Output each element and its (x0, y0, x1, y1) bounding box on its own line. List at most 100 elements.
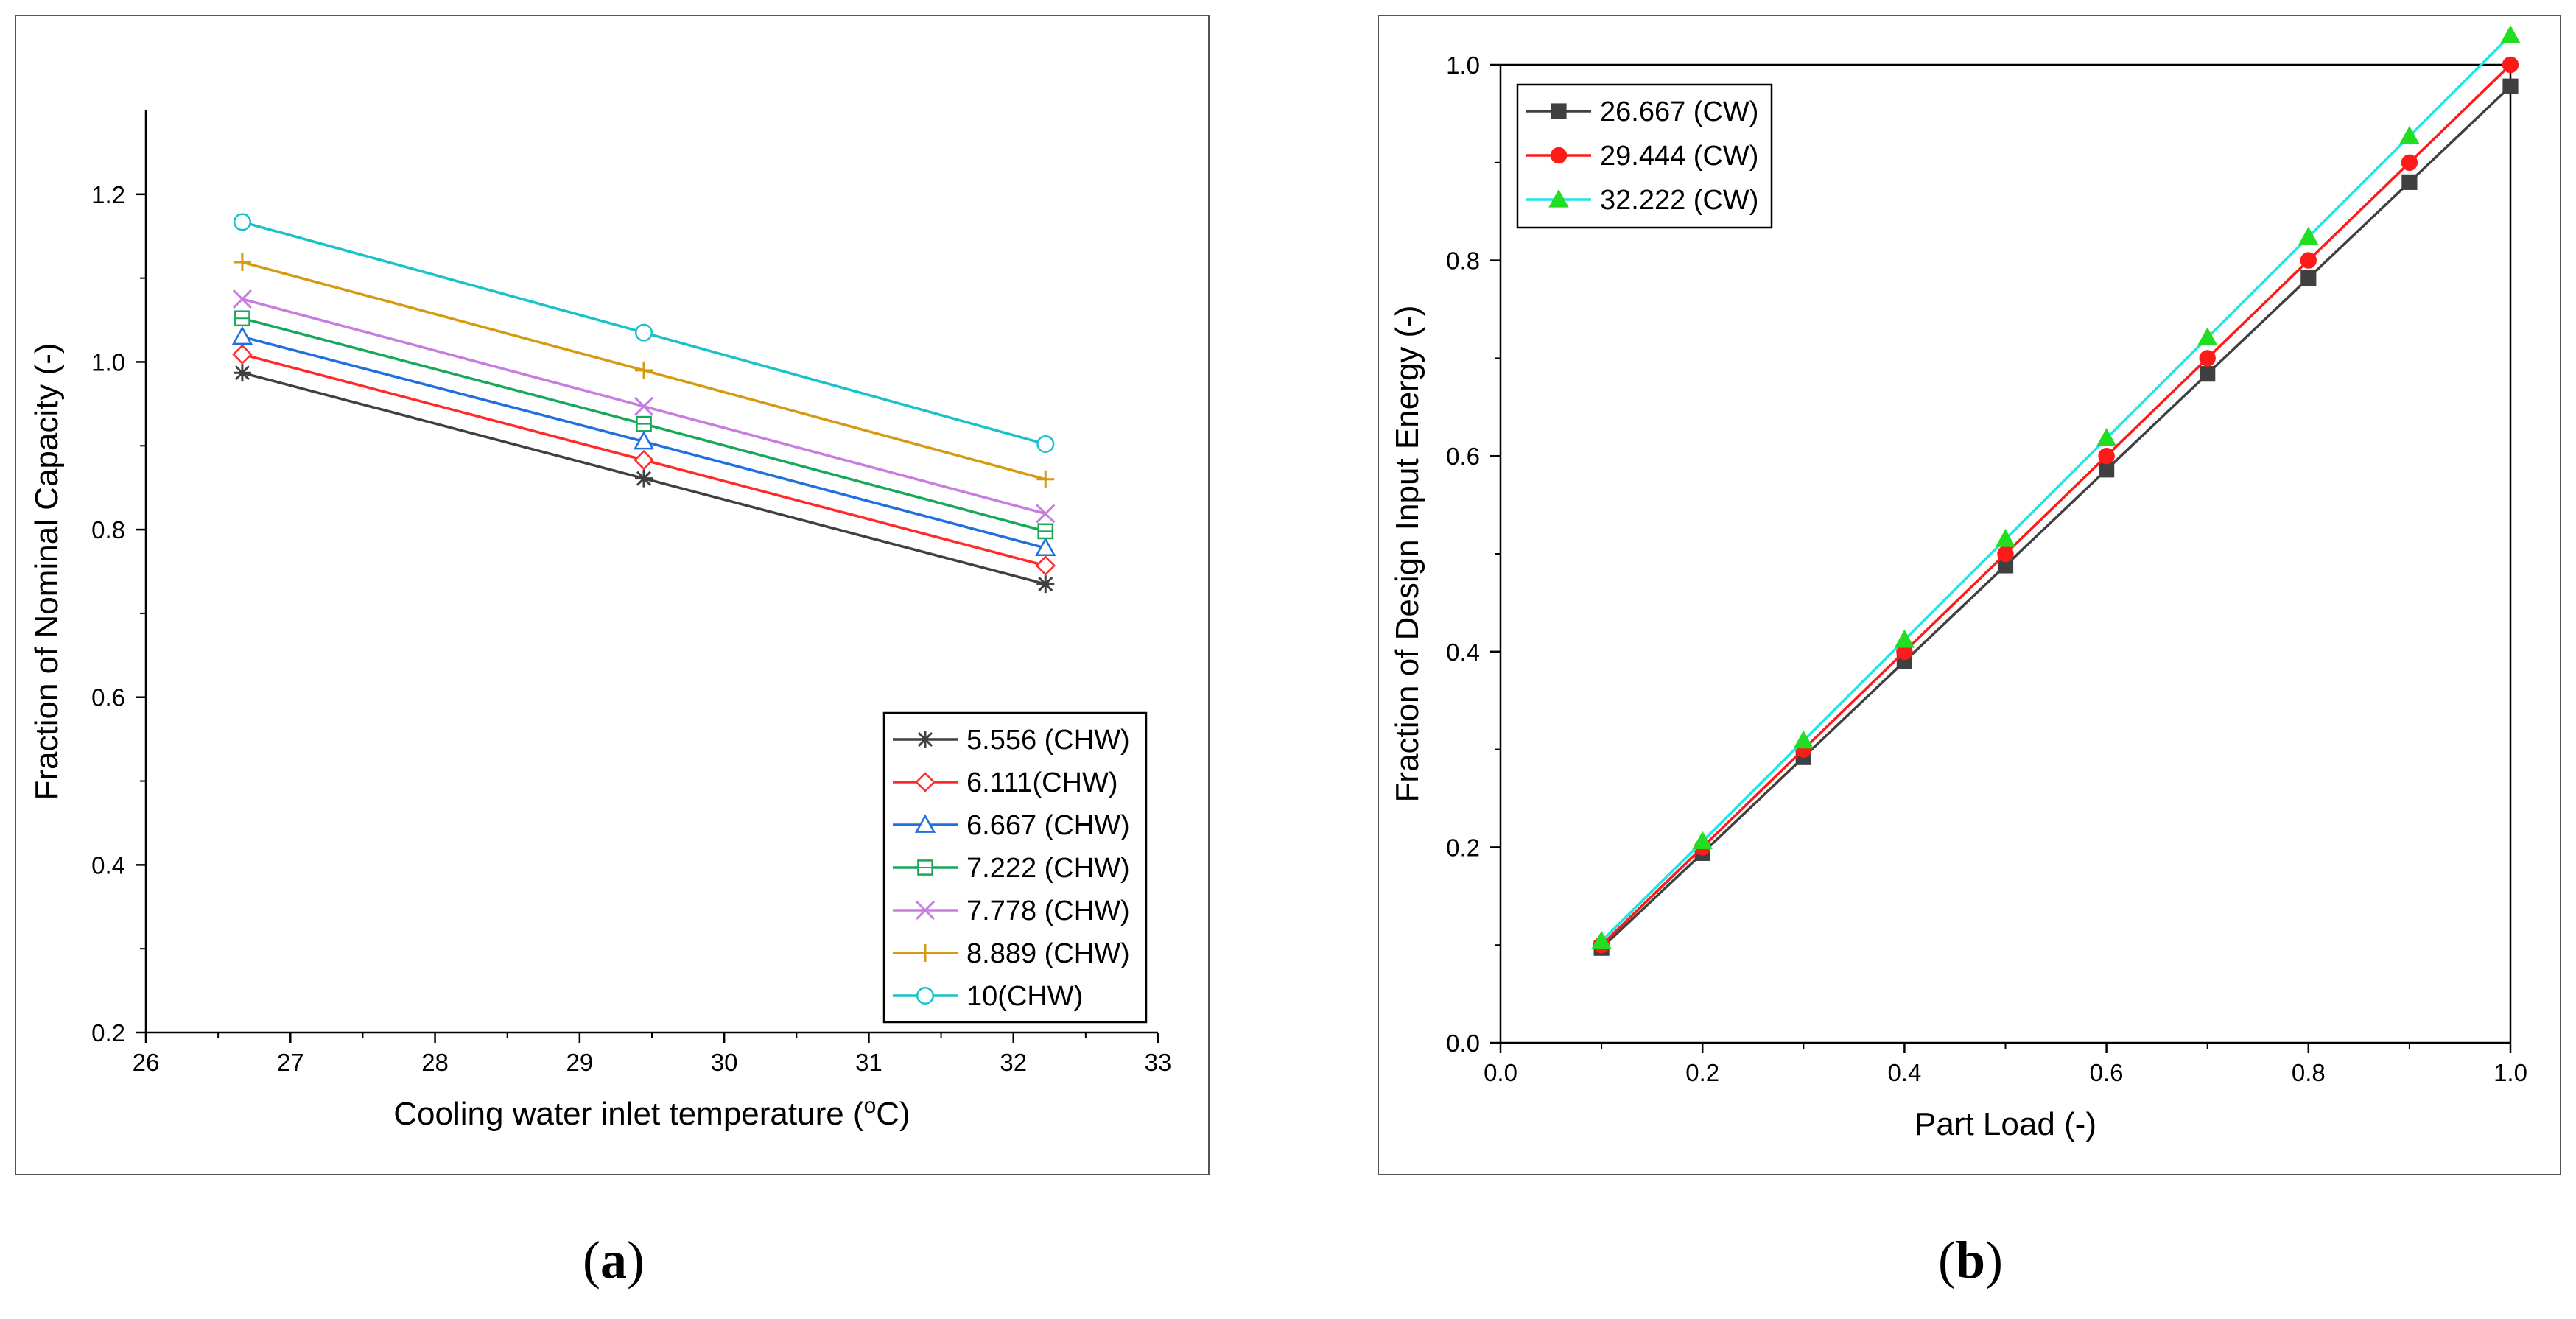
chart-a-y-tick-label: 1.2 (91, 181, 125, 208)
chart-b-legend-label-1: 29.444 (CW) (1600, 141, 1758, 172)
chart-b-legend-label-2: 32.222 (CW) (1600, 185, 1758, 216)
chart-a-x-tick-label: 27 (277, 1049, 304, 1076)
caption-a-letter: a (600, 1231, 627, 1290)
chart-b-point-s1-7 (2300, 252, 2317, 269)
chart-a-legend-label-1: 6.111(CHW) (966, 767, 1118, 798)
chart-b-point-s2-9 (2500, 25, 2521, 43)
chart-a-x-tick-label: 31 (855, 1049, 882, 1076)
chart-a-x-tick-label: 29 (566, 1049, 593, 1076)
chart-a-legend-label-5: 8.889 (CHW) (966, 938, 1130, 969)
chart-b-x-tick-label: 0.0 (1484, 1059, 1517, 1086)
chart-b-x-tick-label: 0.6 (2090, 1059, 2124, 1086)
chart-a-legend-marker-2 (914, 814, 936, 833)
chart-a-point-s5-1 (635, 361, 653, 379)
caption-a: (a) (583, 1230, 645, 1291)
caption-a-close: ) (627, 1231, 645, 1290)
chart-a-point-s5-2 (1036, 470, 1055, 488)
chart-b-y-tick-label: 0.8 (1446, 247, 1480, 275)
chart-a-y-axis-label: Fraction of Nominal Capacity (-) (29, 342, 65, 800)
chart-b-legend-marker-1 (1550, 147, 1568, 164)
chart-a-point-s4-0 (232, 289, 252, 309)
chart-b-point-s2-7 (2298, 226, 2319, 245)
chart-a-point-s1-1 (634, 449, 654, 471)
caption-b-open: ( (1937, 1231, 1956, 1290)
chart-b-y-axis-label: Fraction of Design Input Energy (-) (1389, 306, 1425, 803)
chart-b-x-axis-label: Part Load (-) (1915, 1106, 2096, 1142)
chart-a-y-tick-label: 0.2 (91, 1019, 125, 1047)
chart-b-point-s1-8 (2401, 154, 2418, 172)
chart-b-point-s2-2 (1793, 730, 1814, 749)
chart-a-legend-label-4: 7.778 (CHW) (966, 896, 1130, 926)
chart-a-legend-marker-0 (916, 731, 934, 748)
chart-a-y-tick-label: 0.4 (91, 851, 125, 879)
chart-a-legend-label-3: 7.222 (CHW) (966, 853, 1130, 884)
chart-b-legend-label-0: 26.667 (CW) (1600, 96, 1758, 127)
chart-b-point-s0-5 (2099, 462, 2115, 478)
chart-b-point-s0-7 (2300, 270, 2317, 286)
chart-b-y-tick-label: 1.0 (1446, 52, 1480, 79)
chart-a-point-s6-2 (1036, 435, 1055, 454)
chart-b-point-s1-4 (1997, 545, 2014, 563)
chart-b-point-s2-4 (1995, 529, 2016, 547)
chart-a-x-tick-label: 32 (1000, 1049, 1027, 1076)
chart-b-x-tick-label: 1.0 (2493, 1059, 2527, 1086)
caption-b-close: ) (1985, 1231, 2004, 1290)
chart-a-legend-marker-4 (915, 900, 936, 921)
chart-b-y-tick-label: 0.0 (1446, 1030, 1480, 1057)
chart-a-point-s0-0 (233, 364, 251, 382)
chart-a-point-s1-0 (232, 344, 253, 365)
chart-b-x-tick-label: 0.8 (2292, 1059, 2326, 1086)
chart-b-point-s2-3 (1894, 629, 1915, 648)
chart-b-y-tick-label: 0.2 (1446, 834, 1480, 861)
caption-a-open: ( (583, 1231, 600, 1290)
chart-a-legend-label-6: 10(CHW) (966, 981, 1083, 1012)
chart-a-point-s1-2 (1035, 555, 1056, 576)
chart-a-point-s2-1 (633, 431, 655, 450)
chart-a-x-tick-label: 33 (1145, 1049, 1172, 1076)
chart-a-y-tick-label: 0.8 (91, 516, 125, 544)
chart-b-x-tick-label: 0.2 (1685, 1059, 1719, 1086)
chart-b-point-s2-5 (2096, 428, 2117, 446)
chart-a-x-tick-label: 30 (711, 1049, 738, 1076)
chart-a-x-axis-label: Cooling water inlet temperature (oC) (393, 1094, 910, 1132)
chart-a-point-s6-0 (233, 213, 251, 231)
chart-a-x-tick-label: 26 (133, 1049, 160, 1076)
chart-b-point-s0-8 (2401, 174, 2418, 190)
chart-a-y-tick-label: 0.6 (91, 684, 125, 711)
chart-b-legend-marker-2 (1548, 189, 1569, 208)
chart-a-point-s0-1 (635, 469, 653, 488)
chart-a-legend-marker-5 (916, 944, 934, 962)
chart-b-point-s1-9 (2502, 56, 2519, 74)
chart-a-point-s6-1 (634, 323, 653, 342)
chart-b-series-line-1 (1600, 63, 2512, 946)
chart-b-point-s2-8 (2399, 125, 2420, 144)
chart-b-legend-marker-0 (1551, 103, 1567, 119)
caption-b-letter: b (1955, 1231, 1986, 1290)
chart-b-series-line-2 (1600, 34, 2512, 943)
chart-a-y-tick-label: 1.0 (91, 348, 125, 376)
chart-a-x-tick-label: 28 (421, 1049, 449, 1076)
chart-a-legend-label-0: 5.556 (CHW) (966, 725, 1130, 756)
chart-b-point-s1-5 (2098, 448, 2115, 465)
chart-b-point-s0-6 (2200, 366, 2216, 382)
chart-a-legend-label-2: 6.667 (CHW) (966, 810, 1130, 841)
chart-b-point-s2-6 (2197, 327, 2218, 346)
chart-a-legend-marker-1 (915, 772, 936, 792)
caption-b: (b) (1938, 1230, 2003, 1291)
chart-b-point-s0-9 (2502, 78, 2519, 94)
chart-b-point-s2-1 (1692, 831, 1713, 850)
chart-b-y-tick-label: 0.6 (1446, 443, 1480, 470)
chart-b-point-s1-6 (2199, 350, 2216, 367)
chart-a-point-s4-1 (634, 396, 654, 416)
chart-a-legend-marker-6 (916, 986, 935, 1005)
chart-b-x-tick-label: 0.4 (1887, 1059, 1921, 1086)
chart-a-point-s5-0 (233, 253, 251, 272)
chart-b-y-tick-label: 0.4 (1446, 639, 1480, 666)
chart-b-series-line-0 (1600, 85, 2512, 949)
chart-a-point-s2-2 (1035, 537, 1056, 556)
chart-a-point-s2-0 (231, 326, 253, 345)
chart-b-point-s2-0 (1591, 930, 1612, 949)
chart-a-point-s0-2 (1036, 575, 1055, 594)
chart-a-point-s4-2 (1036, 504, 1056, 524)
